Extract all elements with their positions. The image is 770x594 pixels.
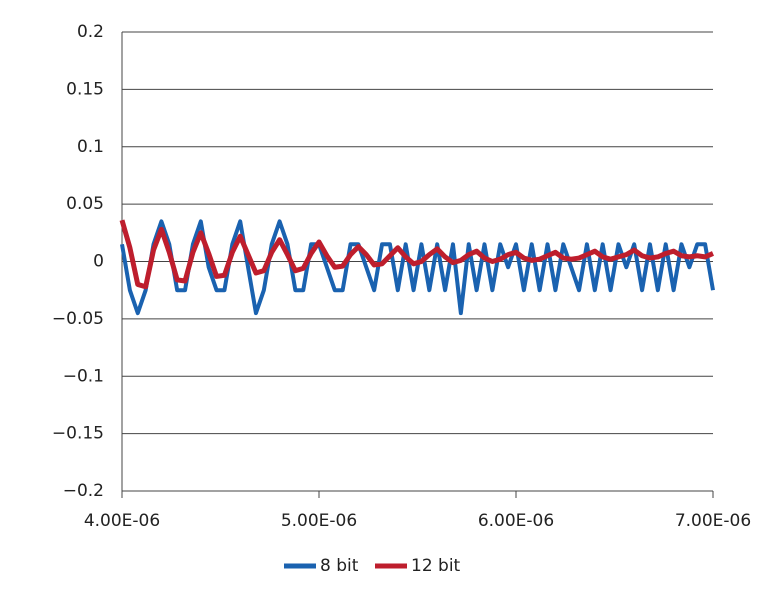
legend-label: 8 bit	[320, 556, 359, 576]
x-tick-label: 6.00E-06	[478, 511, 554, 531]
y-tick-label: 0.15	[66, 79, 104, 99]
y-tick-label: −0.15	[52, 424, 104, 444]
x-tick-label: 5.00E-06	[281, 511, 357, 531]
series-line	[120, 219, 715, 316]
legend-label: 12 bit	[411, 556, 461, 576]
x-tick-label: 7.00E-06	[675, 511, 751, 531]
y-tick-label: 0.1	[77, 137, 104, 157]
y-tick-label: −0.05	[52, 309, 104, 329]
series-line	[119, 219, 715, 290]
y-tick-label: 0	[93, 252, 104, 272]
y-tick-label: −0.1	[63, 366, 104, 386]
y-tick-label: 0.05	[66, 194, 104, 214]
y-tick-label: 0.2	[77, 22, 104, 42]
y-tick-label: −0.2	[63, 481, 104, 501]
x-tick-label: 4.00E-06	[84, 511, 160, 531]
